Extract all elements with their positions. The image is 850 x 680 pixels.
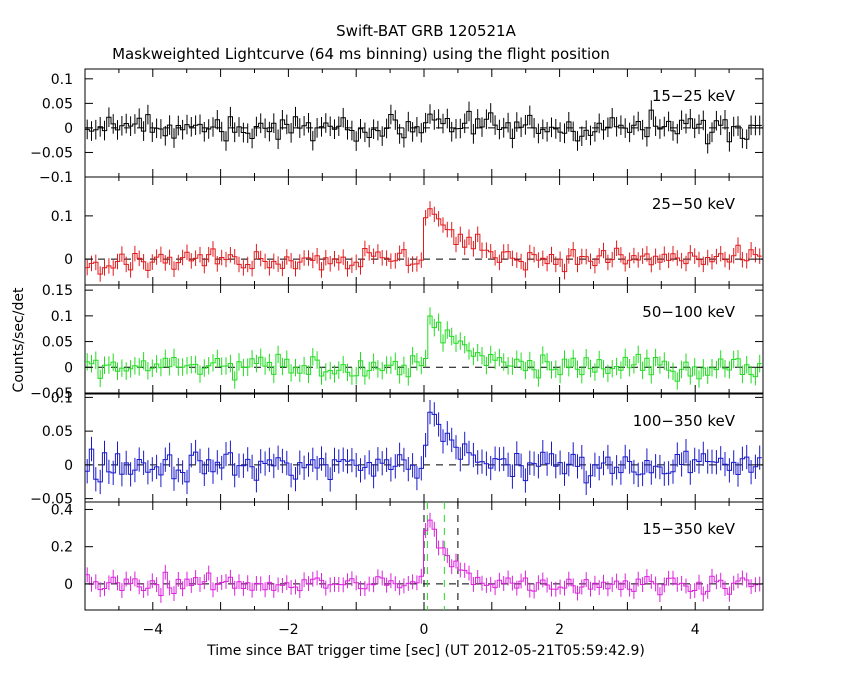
- x-tick-label: 4: [691, 622, 700, 638]
- band-label: 15−350 keV: [642, 520, 735, 538]
- lightcurve-step-line: [85, 411, 762, 484]
- band-label: 100−350 keV: [633, 412, 736, 430]
- y-tick-label: 0.1: [51, 209, 73, 225]
- y-tick-label: −0.1: [39, 170, 73, 186]
- y-tick-label: 0: [64, 121, 73, 137]
- y-tick-label: 0.1: [51, 390, 73, 406]
- panel-4: 0 0.2 0.4 15−350 keV: [51, 501, 764, 611]
- x-tick-label: −2: [278, 622, 299, 638]
- x-axis-label: Time since BAT trigger time [sec] (UT 20…: [206, 643, 645, 659]
- y-tick-label: 0.05: [42, 96, 73, 112]
- band-label: 50−100 keV: [642, 303, 735, 321]
- y-tick-label: 0: [64, 252, 73, 268]
- y-tick-label: 0.1: [51, 309, 73, 325]
- chart-title: Swift-BAT GRB 120521A: [336, 22, 516, 40]
- panel-frame: [84, 284, 764, 394]
- band-label: 15−25 keV: [652, 87, 736, 105]
- x-tick-label: −4: [142, 622, 163, 638]
- panel-1: 0 0.1 25−50 keV: [51, 176, 764, 286]
- lightcurve-step-line: [85, 208, 762, 275]
- y-tick-label: 0: [64, 458, 73, 474]
- panel-3: −0.05 0 0.05 0.1 100−350 keV: [30, 390, 764, 508]
- y-tick-label: −0.05: [30, 492, 73, 508]
- band-label: 25−50 keV: [652, 195, 736, 213]
- panel-0: −0.1 −0.05 0 0.05 0.1 15−25 keV: [30, 68, 764, 186]
- y-axis-label: Counts/sec/det: [11, 287, 27, 392]
- lightcurve-step-line: [85, 109, 762, 145]
- chart-subtitle: Maskweighted Lightcurve (64 ms binning) …: [112, 45, 610, 63]
- y-tick-label: 0.1: [51, 72, 73, 88]
- y-tick-label: −0.05: [30, 145, 73, 161]
- y-tick-label: 0.4: [51, 502, 73, 518]
- y-tick-label: 0: [64, 577, 73, 593]
- y-tick-label: 0.05: [42, 335, 73, 351]
- lightcurve-step-line: [85, 315, 762, 382]
- x-tick-label: 0: [420, 622, 429, 638]
- y-tick-label: 0.15: [42, 283, 73, 299]
- panels-group: −0.1 −0.05 0 0.05 0.1 15−25 keV 0 0.1 25−50 keV −…: [30, 68, 764, 638]
- y-tick-label: −0.05: [30, 386, 73, 402]
- x-tick-label: 2: [555, 622, 564, 638]
- panel-2: −0.05 0 0.05 0.1 0.15 50−100 keV: [30, 283, 764, 402]
- y-tick-label: 0.05: [42, 424, 73, 440]
- lightcurve-step-line: [85, 519, 762, 596]
- y-tick-label: 0: [64, 360, 73, 376]
- y-tick-label: 0.2: [51, 540, 73, 556]
